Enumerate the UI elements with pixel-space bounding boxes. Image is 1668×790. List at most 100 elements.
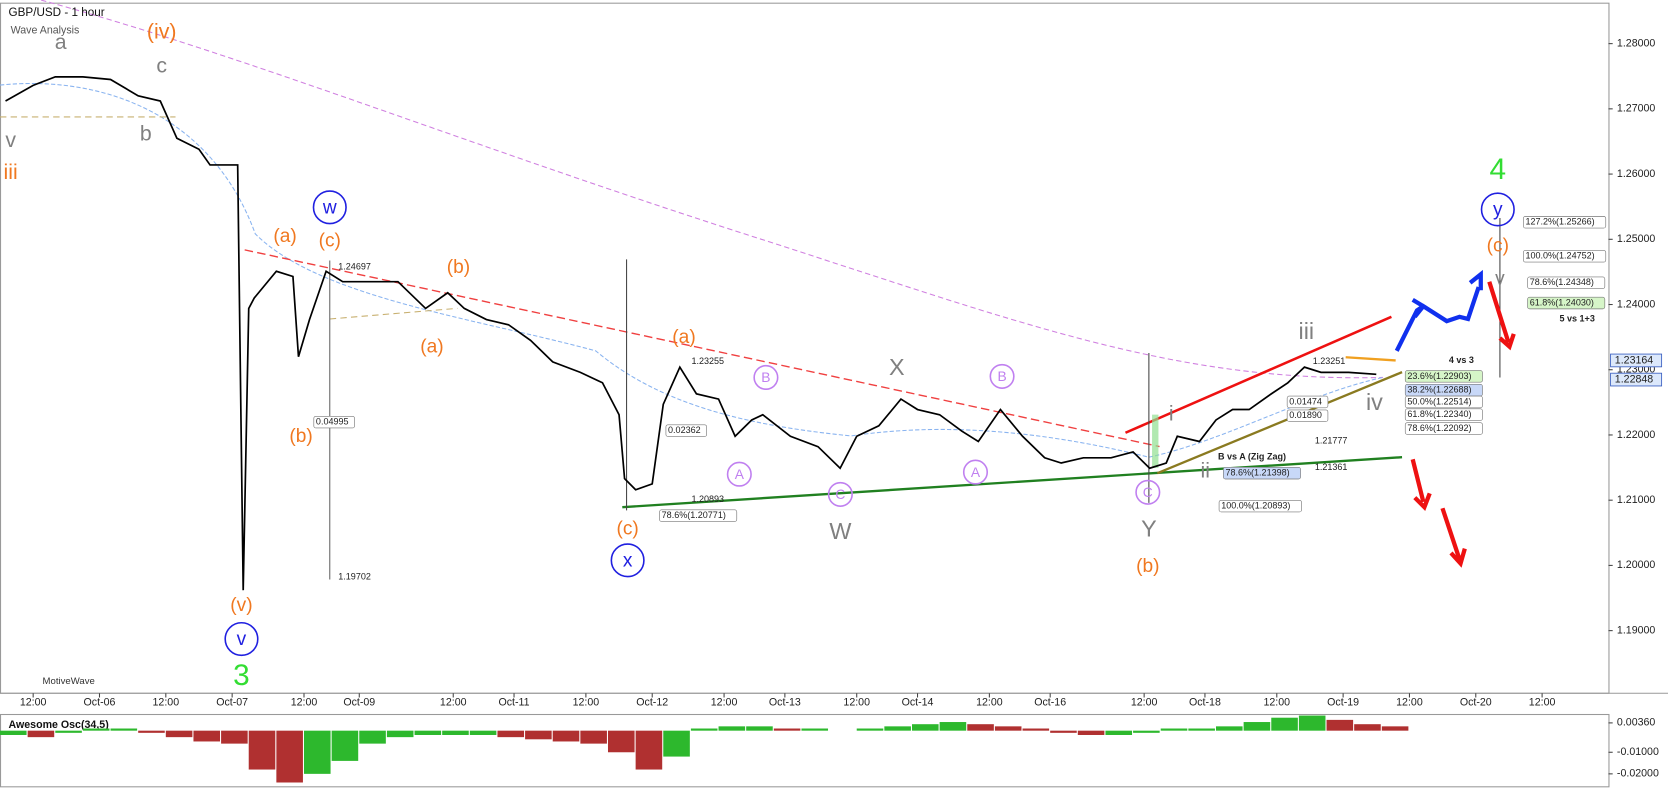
wave-label: b bbox=[140, 122, 152, 146]
wave-label: C bbox=[1143, 484, 1153, 500]
y-tick-label: 1.19000 bbox=[1617, 624, 1656, 636]
osc-bar bbox=[386, 730, 414, 738]
y-tick-label: 1.21000 bbox=[1617, 494, 1656, 506]
wave-label: y bbox=[1493, 200, 1503, 221]
osc-bar bbox=[939, 722, 967, 731]
wave-label: 4 bbox=[1490, 153, 1507, 186]
osc-bar bbox=[0, 730, 27, 735]
level-box bbox=[1523, 250, 1607, 263]
y-tick-label: -0.02000 bbox=[1617, 768, 1659, 780]
x-tick-label: 12:00 bbox=[440, 697, 467, 709]
bear-arrow bbox=[1487, 281, 1516, 351]
x-tick-label: Oct-18 bbox=[1189, 697, 1221, 709]
osc-bar bbox=[359, 730, 386, 744]
wave-label: iii bbox=[1299, 318, 1315, 344]
channel-bottom bbox=[1156, 371, 1403, 475]
y-tick-label: 1.28000 bbox=[1617, 37, 1656, 49]
wave-label: (b) bbox=[1136, 556, 1159, 577]
wave-label: A bbox=[735, 466, 745, 482]
osc-bar bbox=[1133, 730, 1160, 733]
y-tick-label: 1.25000 bbox=[1617, 233, 1656, 245]
x-tick-label: 12:00 bbox=[976, 697, 1003, 709]
wave-circle bbox=[753, 364, 779, 391]
osc-bar bbox=[1243, 722, 1271, 731]
osc-bar bbox=[248, 730, 276, 770]
level-label: 78.6%(1.24348) bbox=[1530, 277, 1594, 287]
level-label: 1.23255 bbox=[691, 356, 724, 366]
x-tick-label: Oct-13 bbox=[769, 697, 801, 709]
osc-bar bbox=[1354, 724, 1381, 731]
wave-label: (iv) bbox=[147, 20, 177, 44]
wave-label: iv bbox=[1366, 389, 1383, 415]
wave-label: v bbox=[1495, 269, 1505, 290]
level-box bbox=[1527, 276, 1606, 289]
level-label: 23.6%(1.22903) bbox=[1407, 371, 1471, 381]
x-tick-label: Oct-19 bbox=[1327, 697, 1359, 709]
wave-label: i bbox=[1169, 401, 1174, 425]
osc-bar bbox=[1271, 717, 1298, 731]
level-box bbox=[1523, 216, 1607, 229]
resistance bbox=[244, 249, 1160, 448]
wave-label: B bbox=[997, 368, 1006, 384]
x-tick-label: 12:00 bbox=[1263, 697, 1290, 709]
osc-bar bbox=[635, 730, 663, 770]
x-tick-label: Oct-12 bbox=[636, 697, 668, 709]
price-box bbox=[1610, 353, 1663, 368]
level-label: 100.0%(1.20893) bbox=[1221, 501, 1290, 511]
x-tick-label: 12:00 bbox=[711, 697, 738, 709]
osc-bar bbox=[497, 730, 525, 738]
x-tick-label: Oct-16 bbox=[1034, 697, 1066, 709]
wave-label: W bbox=[829, 518, 851, 544]
osc-bar bbox=[884, 726, 911, 731]
level-label: 78.6%(1.21398) bbox=[1225, 468, 1289, 478]
osc-bar bbox=[469, 730, 497, 735]
level-label: 127.2%(1.25266) bbox=[1525, 217, 1594, 227]
wave-circle bbox=[224, 621, 259, 657]
osc-bar bbox=[27, 730, 55, 738]
wave-circle bbox=[726, 461, 752, 487]
osc-bar bbox=[525, 730, 552, 740]
wave-label: w bbox=[322, 197, 337, 218]
osc-bar bbox=[303, 730, 331, 774]
y-tick-label: 1.23000 bbox=[1617, 364, 1656, 376]
y-tick-label: 1.27000 bbox=[1617, 103, 1656, 115]
wave-circle bbox=[1480, 192, 1515, 227]
level-label: 5 vs 1+3 bbox=[1559, 313, 1594, 323]
level-label: 0.04995 bbox=[316, 417, 349, 427]
level-label: 1.21361 bbox=[1315, 462, 1348, 472]
osc-bar bbox=[1022, 728, 1050, 731]
osc-bar bbox=[552, 730, 580, 742]
x-tick-label: 12:00 bbox=[1131, 697, 1158, 709]
wave-circle bbox=[312, 190, 347, 225]
x-tick-label: 12:00 bbox=[291, 697, 318, 709]
wave-label: c bbox=[156, 54, 167, 78]
osc-bar bbox=[1050, 730, 1077, 733]
wave-label: Y bbox=[1141, 516, 1157, 542]
x-tick-label: 12:00 bbox=[843, 697, 870, 709]
osc-frame bbox=[0, 713, 1610, 788]
osc-bar bbox=[911, 724, 939, 731]
level-box bbox=[1404, 370, 1483, 383]
wave4-line bbox=[1345, 356, 1396, 362]
level-label: 0.01890 bbox=[1289, 410, 1322, 420]
osc-bar bbox=[442, 730, 469, 735]
wave-label: X bbox=[889, 354, 905, 380]
wave-label: (c) bbox=[319, 230, 341, 251]
channel-top bbox=[1124, 315, 1392, 434]
x-tick-label: Oct-11 bbox=[498, 697, 529, 709]
y-tick-label: -0.01000 bbox=[1617, 746, 1659, 758]
y-tick-label: 0.00360 bbox=[1617, 717, 1656, 729]
wave-label: B bbox=[761, 369, 770, 385]
level-box bbox=[1218, 499, 1302, 513]
y-tick-label: 1.20000 bbox=[1617, 559, 1656, 571]
x-tick-label: 12:00 bbox=[1396, 697, 1423, 709]
price-label: 1.23164 bbox=[1615, 354, 1654, 366]
wave-label: a bbox=[55, 30, 67, 54]
osc-bar bbox=[663, 730, 690, 757]
wave-circle bbox=[989, 363, 1015, 389]
osc-bar bbox=[607, 730, 635, 753]
osc-title: Awesome Osc(34,5) bbox=[9, 719, 110, 731]
